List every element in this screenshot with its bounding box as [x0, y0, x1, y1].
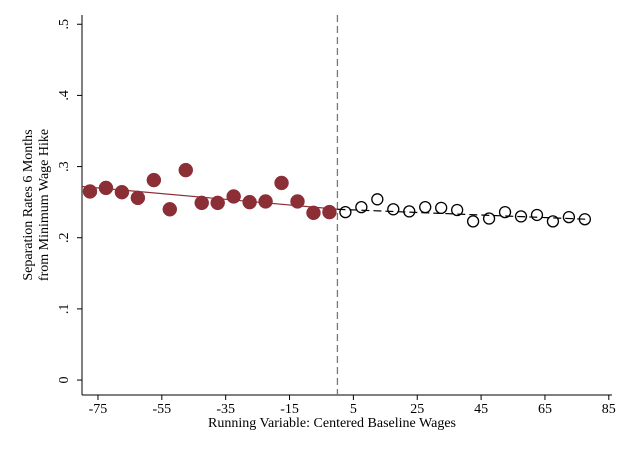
point — [562, 210, 576, 224]
point — [466, 215, 480, 228]
x-tick-label: 65 — [538, 402, 552, 417]
point — [290, 194, 305, 209]
y-tick-label: 0 — [57, 377, 72, 384]
y-tick-label: .5 — [57, 19, 72, 30]
point — [178, 162, 194, 178]
x-tick-label: 5 — [350, 402, 357, 417]
point — [322, 204, 337, 220]
point — [355, 200, 368, 214]
point — [482, 212, 496, 225]
y-tick-label: .2 — [57, 232, 72, 243]
point — [339, 205, 352, 219]
x-tick-label: 85 — [602, 402, 616, 417]
y-tick-label: .4 — [57, 90, 72, 101]
point — [578, 213, 592, 226]
point — [162, 202, 178, 217]
point — [403, 205, 416, 218]
x-tick-label: -35 — [216, 402, 235, 417]
point — [146, 172, 162, 188]
point — [274, 175, 289, 191]
y-axis-title: from Minimum Wage Hike — [37, 129, 52, 281]
x-tick-label: -15 — [280, 402, 299, 417]
point — [498, 205, 512, 219]
point — [514, 210, 528, 223]
point — [306, 205, 321, 221]
point — [419, 200, 432, 214]
y-axis-title: Separation Rates 6 Months — [21, 129, 36, 280]
point — [226, 189, 241, 204]
point — [258, 194, 273, 209]
point — [242, 194, 257, 210]
point — [451, 203, 464, 217]
x-tick-label: 45 — [474, 402, 488, 417]
point — [546, 215, 560, 228]
point — [371, 193, 384, 206]
x-tick-label: -75 — [89, 402, 108, 417]
point — [130, 190, 146, 206]
point — [387, 203, 400, 216]
fit-line — [337, 208, 587, 220]
y-tick-label: .1 — [57, 304, 72, 315]
x-tick-label: 25 — [410, 402, 424, 417]
point — [435, 201, 448, 214]
point — [82, 184, 98, 199]
point — [114, 184, 130, 200]
x-axis-title: Running Variable: Centered Baseline Wage… — [208, 416, 456, 431]
point — [98, 180, 114, 196]
y-tick-label: .3 — [57, 161, 72, 172]
point — [210, 195, 225, 211]
x-tick-label: -55 — [152, 402, 171, 417]
point — [530, 208, 544, 222]
point — [194, 195, 209, 211]
